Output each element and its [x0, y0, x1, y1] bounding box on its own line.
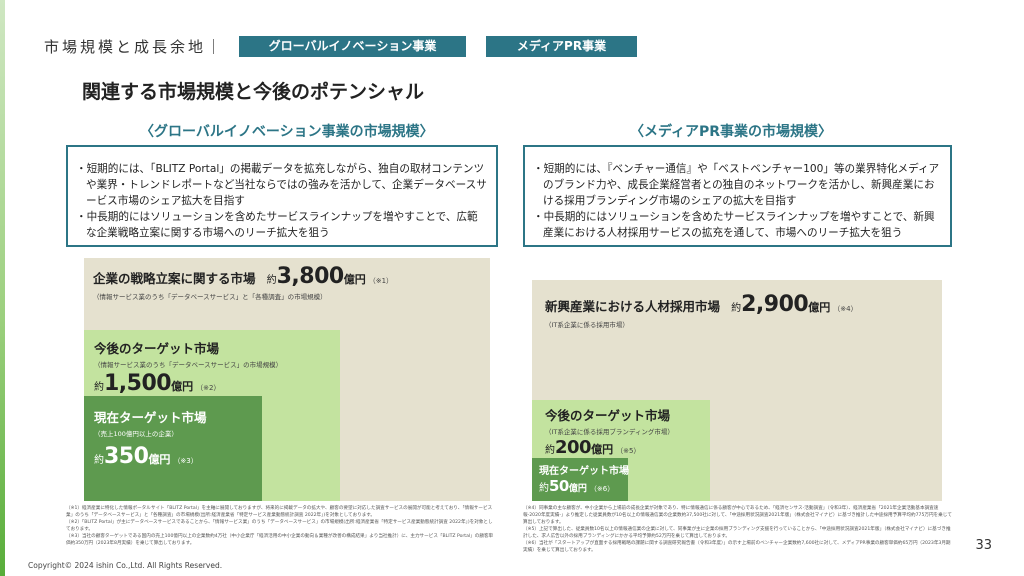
left-mid-value: 1,500	[104, 371, 172, 396]
right-footnotes: （※4）同事業の主な顧客が、中小企業から上場前の成長企業が対象であり、特に情報通…	[523, 505, 953, 554]
left-inner-ref: （※3）	[173, 457, 198, 465]
left-outer-note: （情報サービス業のうち「データベースサービス」と「各種調査」の市場規模）	[93, 293, 327, 301]
right-inner-value: 50	[549, 477, 569, 495]
right-outer-prefix: 約	[731, 303, 742, 314]
left-outer-unit: 億円	[343, 273, 366, 286]
right-bullet-2: 中長期的にはソリューションを含めたサービスラインナップを増やすことで、新興産業に…	[533, 209, 942, 241]
left-footnote-1: （※1）経済産業に特化した情報ポータルサイト「BLITZ Portal」を主軸に…	[66, 506, 493, 518]
right-mid-prefix: 約	[545, 445, 555, 456]
right-mid-ref: （※5）	[616, 447, 641, 455]
right-inner-market-box	[532, 458, 628, 501]
right-footnote-3: （※6）当社が「スタートアップが直面する採用戦略の課題に関する調査研究報告書（令…	[523, 541, 951, 553]
left-footnote-2: （※2）「BLITZ Portal」が主にデータベースサービスであることから、「…	[66, 520, 493, 532]
left-accent-bar	[0, 0, 5, 576]
left-mid-prefix: 約	[94, 382, 104, 393]
right-column-heading: 〈メディアPR事業の市場規模〉	[630, 124, 833, 140]
right-outer-title: 新興産業における人材採用市場	[545, 299, 721, 314]
left-inner-prefix: 約	[94, 455, 104, 466]
right-inner-market-label: 現在ターゲット市場 約50億円 （※6）	[539, 462, 629, 495]
right-inner-prefix: 約	[539, 483, 549, 494]
copyright: Copyright© 2024 ishin Co.,Ltd. All Right…	[28, 561, 223, 570]
left-inner-value: 350	[104, 444, 149, 469]
left-inner-unit: 億円	[148, 453, 171, 466]
right-inner-title: 現在ターゲット市場	[539, 466, 629, 477]
right-inner-unit: 億円	[568, 484, 587, 494]
page-number: 33	[975, 538, 992, 553]
left-footnote-3: （※3）当社の顧客ターゲットである国内の売上100億円以上の企業数約4万社（中小…	[66, 534, 494, 546]
left-mid-market-label: 今後のターゲット市場 （情報サービス業のうち「データベースサービス」の市場規模）…	[94, 338, 282, 396]
right-mid-note: （IT系企業に係る採用ブランディング市場）	[545, 428, 674, 436]
right-outer-ref: （※4）	[833, 305, 858, 313]
left-inner-note: （売上100億円以上の企業）	[94, 430, 178, 438]
left-mid-ref: （※2）	[196, 384, 221, 392]
tag-media-pr: メディアPR事業	[486, 36, 637, 57]
left-mid-title: 今後のターゲット市場	[94, 341, 220, 356]
right-footnote-1: （※4）同事業の主な顧客が、中小企業から上場前の成長企業が対象であり、特に情報通…	[523, 506, 952, 525]
right-mid-market-label: 今後のターゲット市場 （IT系企業に係る採用ブランディング市場） 約200億円（…	[545, 405, 674, 458]
right-mid-value: 200	[555, 437, 592, 458]
right-mid-title: 今後のターゲット市場	[545, 408, 671, 423]
left-outer-market-label: 企業の戦略立案に関する市場 約3,800億円 （※1） （情報サービス業のうち「デ…	[93, 264, 393, 301]
left-inner-market-box	[84, 396, 262, 501]
left-inner-title: 現在ターゲット市場	[94, 410, 207, 425]
right-outer-market-label: 新興産業における人材採用市場 約2,900億円 （※4） （IT系企業に係る採用市…	[545, 292, 858, 329]
left-bullet-1: 短期的には、「BLITZ Portal」の掲載データを拡充しながら、独自の取材コ…	[76, 161, 488, 209]
page-title: 関連する市場規模と今後のポテンシャル	[82, 81, 425, 103]
right-outer-value: 2,900	[741, 292, 809, 317]
section-title: 市場規模と成長余地｜	[44, 38, 225, 56]
right-outer-unit: 億円	[808, 301, 831, 314]
left-footnotes: （※1）経済産業に特化した情報ポータルサイト「BLITZ Portal」を主軸に…	[66, 505, 496, 547]
right-mid-unit: 億円	[591, 443, 614, 456]
right-bullet-box: 短期的には、『ベンチャー通信』や「ベストベンチャー100」等の業界特化メディアの…	[523, 145, 952, 247]
right-inner-ref: （※6）	[589, 485, 615, 493]
right-bullet-1: 短期的には、『ベンチャー通信』や「ベストベンチャー100」等の業界特化メディアの…	[533, 161, 942, 209]
left-column-heading: 〈グローバルイノベーション事業の市場規模〉	[140, 124, 434, 140]
left-inner-market-label: 現在ターゲット市場 （売上100億円以上の企業） 約350億円 （※3）	[94, 407, 207, 469]
left-bullet-box: 短期的には、「BLITZ Portal」の掲載データを拡充しながら、独自の取材コ…	[66, 145, 498, 247]
left-outer-title: 企業の戦略立案に関する市場	[93, 271, 256, 286]
right-outer-note: （IT系企業に係る採用市場）	[545, 321, 629, 329]
left-outer-ref: （※1）	[368, 277, 394, 285]
left-mid-unit: 億円	[171, 380, 194, 393]
right-footnote-2: （※5）上記で算出した、従業員数10名以上の情報通信業の企業に対して、同事業が主…	[523, 527, 951, 539]
left-bullet-2: 中長期的にはソリューションを含めたサービスラインナップを増やすことで、広範な企業…	[76, 209, 488, 241]
left-outer-value: 3,800	[276, 264, 345, 289]
left-mid-note: （情報サービス業のうち「データベースサービス」の市場規模）	[94, 361, 283, 369]
left-outer-prefix: 約	[266, 275, 277, 286]
tag-global-innovation: グローバルイノベーション事業	[239, 36, 466, 57]
